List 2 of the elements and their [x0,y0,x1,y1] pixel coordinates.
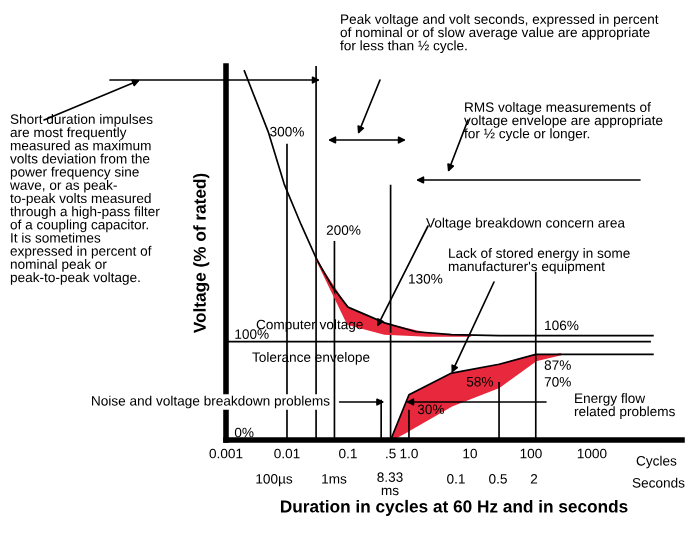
y-axis-title: Voltage (% of rated) [193,173,210,334]
x-axis-title: Duration in cycles at 60 Hz and in seconds [280,499,628,516]
